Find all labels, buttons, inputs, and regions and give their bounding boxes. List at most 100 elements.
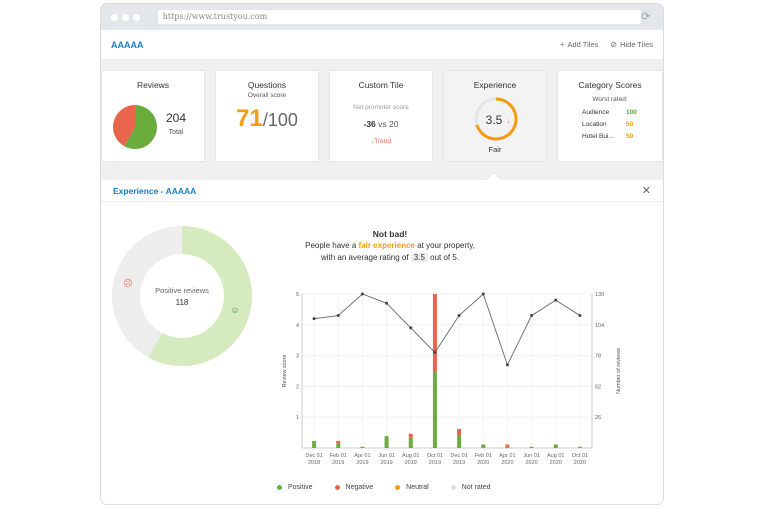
review-score-point[interactable] — [360, 292, 364, 296]
x-tick-label: 2020 — [574, 460, 586, 466]
legend-swatch — [450, 484, 456, 490]
review-score-point[interactable] — [578, 314, 582, 318]
y-tick-label: 2 — [296, 384, 299, 390]
nps-compare: vs 20 — [378, 119, 399, 129]
bar-positive[interactable] — [577, 446, 582, 448]
trend-down-icon: ↓ — [371, 138, 375, 145]
bar-positive[interactable] — [432, 372, 437, 448]
reviews-tile[interactable]: Reviews 204 Total — [101, 70, 205, 162]
bar-positive[interactable] — [384, 436, 389, 448]
tile-title: Category Scores — [578, 80, 642, 90]
y-axis-title: Review score — [282, 354, 288, 387]
add-tiles-button[interactable]: + Add Tiles — [559, 40, 599, 49]
tile-subtitle: Worst rated: — [592, 96, 628, 103]
reload-icon[interactable]: ⟳ — [641, 11, 651, 23]
x-tick-label: 2019 — [380, 460, 392, 466]
bar-positive[interactable] — [408, 437, 413, 448]
x-tick-label: Aug 01 — [547, 453, 564, 459]
donut-segment-other — [112, 226, 182, 358]
review-score-line — [314, 293, 581, 367]
bar-positive[interactable] — [529, 446, 534, 448]
donut-label: Positive reviews — [155, 286, 209, 295]
category-scores-tile[interactable]: Category Scores Worst rated: Audience 100… — [557, 70, 663, 162]
eye-off-icon: ⊘ — [610, 40, 618, 49]
legend-item[interactable]: Negative — [334, 484, 373, 491]
address-bar[interactable]: https://www.trustyou.com — [157, 10, 642, 24]
bar-positive[interactable] — [457, 434, 462, 448]
legend-item[interactable]: Neutral — [395, 484, 429, 491]
window-dot-icon[interactable] — [111, 13, 118, 21]
experience-gauge: 3.5 ↓ — [474, 97, 518, 141]
category-row: Hotel Bui... 50 — [582, 133, 634, 140]
bar-positive[interactable] — [505, 446, 510, 448]
bar-positive[interactable] — [336, 443, 341, 448]
window-dot-icon[interactable] — [132, 13, 140, 21]
panel-title: Experience - AAAAA — [113, 185, 197, 196]
nps-value: -36 — [363, 119, 376, 129]
review-score-point[interactable] — [554, 298, 558, 302]
pie-slice-negative — [112, 105, 135, 147]
x-tick-label: Apr 01 — [499, 453, 515, 459]
x-tick-label: Oct 01 — [427, 453, 443, 459]
x-tick-label: Oct 01 — [572, 453, 588, 459]
x-tick-label: 2019 — [332, 460, 344, 466]
x-tick-label: Dec 01 — [450, 453, 467, 459]
y2-tick-label: 104 — [595, 323, 604, 329]
review-score-point[interactable] — [505, 363, 509, 367]
close-icon[interactable]: ✕ — [641, 185, 651, 197]
bar-negative[interactable] — [336, 440, 341, 444]
review-score-point[interactable] — [457, 314, 461, 318]
y-tick-label: 3 — [296, 354, 299, 360]
review-score-point[interactable] — [385, 301, 389, 305]
x-tick-label: Dec 01 — [305, 453, 322, 459]
reviews-pie-chart: 204 Total — [112, 105, 186, 149]
y2-tick-label: 52 — [595, 384, 601, 390]
reviews-count-label: Total — [169, 129, 184, 136]
legend-swatch — [277, 484, 282, 490]
tile-subtitle: Overall score — [247, 92, 287, 99]
x-tick-label: 2019 — [356, 460, 368, 466]
custom-tile[interactable]: Custom Tile Net promoter score -36 vs 20… — [329, 70, 433, 162]
legend-swatch — [334, 484, 340, 490]
review-score-point[interactable] — [336, 314, 340, 318]
review-score-point[interactable] — [433, 351, 437, 355]
donut-value: 118 — [176, 298, 189, 307]
bar-positive[interactable] — [360, 446, 365, 448]
gauge-arc — [474, 97, 518, 141]
property-name[interactable]: AAAAA — [111, 39, 144, 50]
donut-segment-positive — [148, 226, 252, 366]
browser-titlebar: https://www.trustyou.com ⟳ — [101, 4, 663, 30]
bar-negative[interactable] — [432, 294, 437, 373]
review-score-point[interactable] — [530, 314, 534, 318]
bar-negative[interactable] — [505, 444, 510, 447]
tile-title: Custom Tile — [358, 80, 404, 90]
trend-link[interactable]: Trend — [374, 138, 391, 145]
legend-item[interactable]: Positive — [277, 484, 313, 491]
questions-tile[interactable]: Questions Overall score 71/100 — [215, 70, 319, 162]
review-score-point[interactable] — [409, 326, 413, 330]
hide-tiles-button[interactable]: ⊘ Hide Tiles — [610, 40, 653, 49]
bar-negative[interactable] — [457, 429, 462, 435]
y-tick-label: 5 — [296, 292, 299, 298]
review-score-point[interactable] — [312, 317, 316, 321]
legend-item[interactable]: Not rated — [450, 484, 491, 491]
window-dot-icon[interactable] — [121, 13, 129, 21]
review-score-point[interactable] — [481, 292, 485, 296]
x-tick-label: Apr 01 — [354, 453, 370, 459]
bar-negative[interactable] — [312, 440, 317, 443]
x-tick-label: 2020 — [525, 460, 537, 466]
bar-negative[interactable] — [408, 433, 413, 438]
experience-tile[interactable]: Experience 3.5 ↓ Fair — [443, 70, 547, 162]
y2-tick-label: 78 — [595, 354, 601, 360]
plus-icon: + — [559, 40, 565, 49]
bar-positive[interactable] — [481, 444, 486, 448]
bar-positive[interactable] — [312, 442, 317, 448]
experience-label: Fair — [488, 145, 502, 154]
x-tick-label: Jun 01 — [523, 453, 540, 459]
x-tick-label: Feb 01 — [330, 453, 347, 459]
x-tick-label: 2020 — [477, 460, 489, 466]
y2-axis-title: Number of reviews — [616, 348, 622, 394]
sad-face-icon: ☹ — [123, 278, 132, 288]
bar-positive[interactable] — [553, 444, 558, 448]
reviews-chart: 1 2 3 4 5 26 52 78 104 130 Review score Number of r… — [282, 292, 622, 466]
